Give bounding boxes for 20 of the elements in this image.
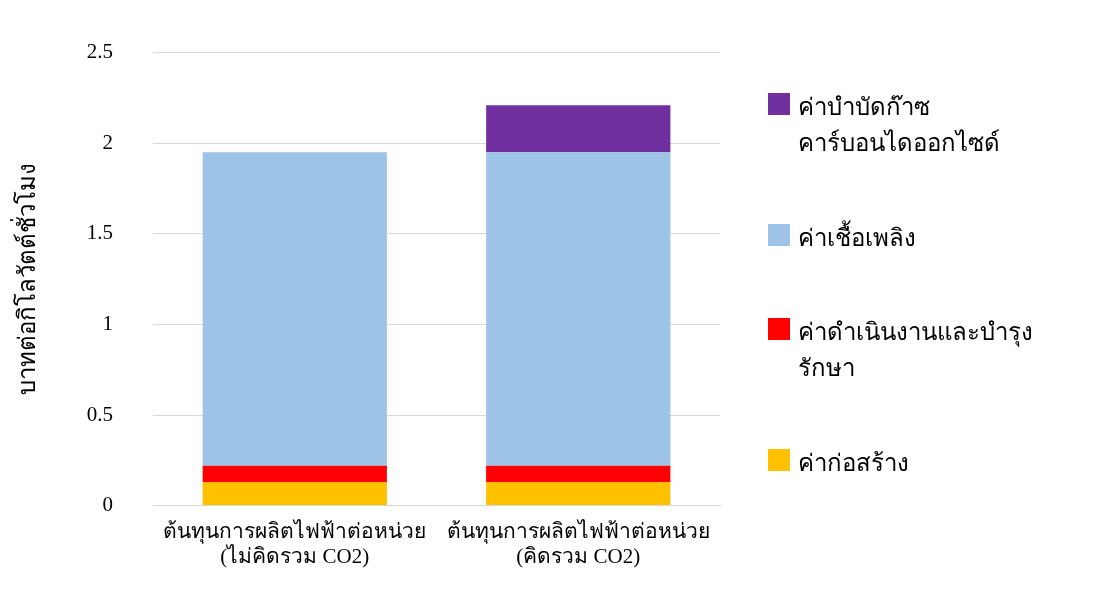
y-tick-label: 2.5 [86, 39, 114, 64]
bar [202, 152, 387, 466]
legend-label: ค่าก่อสร้าง [798, 448, 910, 478]
y-tick-label: 1 [102, 310, 114, 335]
legend-label: ค่าดำเนินงานและบำรุงรักษา [798, 318, 1034, 384]
y-tick-label: 0 [102, 492, 114, 517]
y-tick-label: 1.5 [86, 220, 114, 245]
bar [202, 465, 387, 483]
bar [202, 482, 387, 506]
bar [486, 105, 671, 153]
x-tick-label: ต้นทุนการผลิตไฟฟ้าต่อหน่วย (ไม่คิดรวม CO2) [163, 518, 427, 568]
bar [486, 482, 671, 506]
y-axis-title: บาทต่อกิโลวัตต์ชั่วโมง [9, 163, 40, 396]
legend-label: ค่าบำบัดก๊าซคาร์บอนไดออกไซด์ [798, 93, 1001, 159]
y-tick-label: 2 [102, 129, 114, 154]
y-tick-label: 0.5 [86, 401, 114, 426]
bar [486, 465, 671, 483]
legend-label: ค่าเชื้อเพลิง [798, 219, 917, 253]
x-tick-label: ต้นทุนการผลิตไฟฟ้าต่อหน่วย (คิดรวม CO2) [446, 518, 710, 568]
bar [486, 152, 671, 466]
